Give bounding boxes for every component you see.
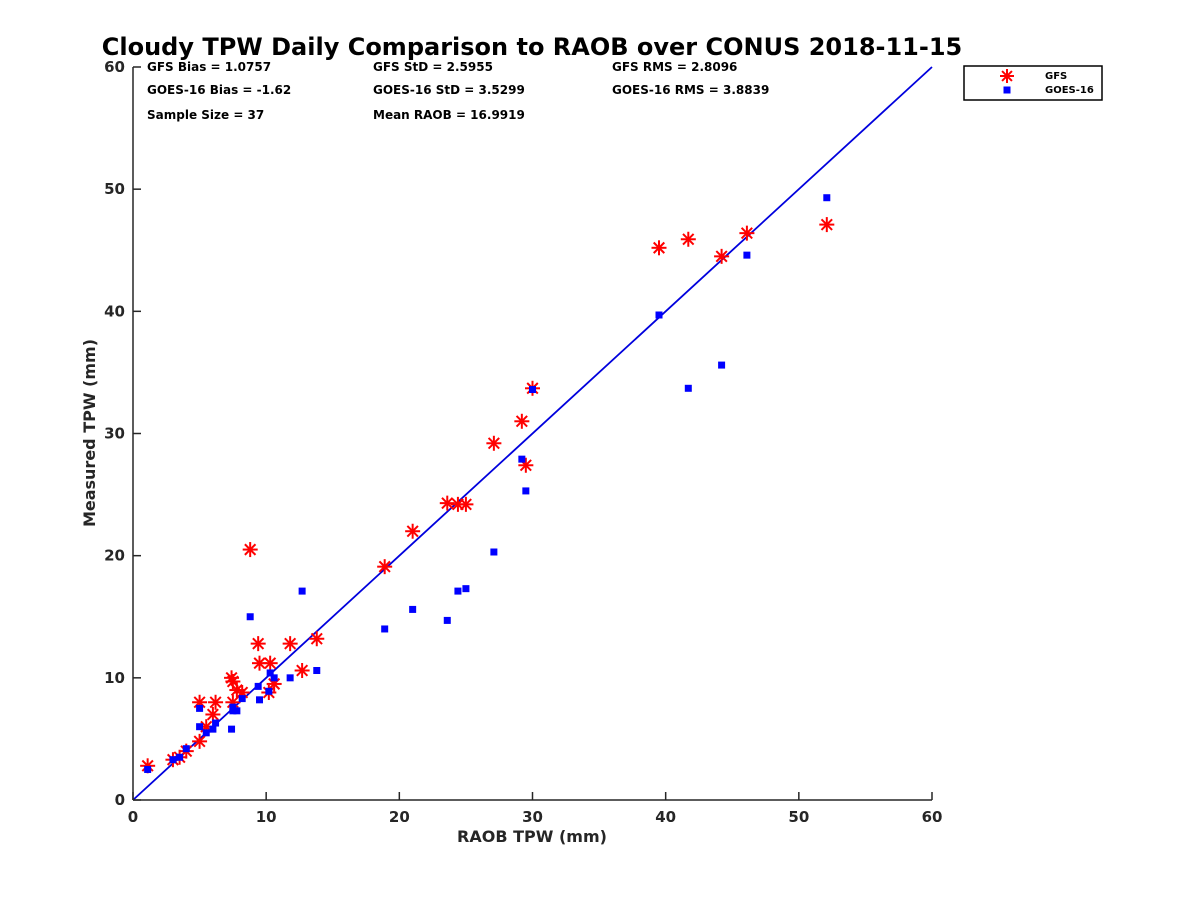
gfs-point <box>309 631 325 647</box>
gfs-point <box>192 733 208 749</box>
gfs-point <box>439 495 455 511</box>
legend-goes16-icon <box>1003 86 1011 94</box>
goes16-point <box>462 585 470 593</box>
gfs-point <box>294 663 310 679</box>
gfs-point <box>377 559 393 575</box>
stat-label: GOES-16 StD = 3.5299 <box>373 83 525 97</box>
stat-label: Sample Size = 37 <box>147 108 264 122</box>
goes16-point <box>228 725 236 733</box>
goes16-point <box>529 386 536 394</box>
goes16-point <box>286 674 294 682</box>
goes16-point <box>265 687 273 695</box>
goes16-point <box>238 695 246 703</box>
reference-line <box>132 66 933 801</box>
goes16-point <box>169 756 177 764</box>
stat-label: GFS Bias = 1.0757 <box>147 60 271 74</box>
gfs-point <box>651 240 667 256</box>
goes16-point <box>266 669 274 677</box>
axes: 0 10 20 30 40 50 60 0 10 20 30 40 50 60 <box>104 58 942 826</box>
goes16-point <box>522 487 530 495</box>
goes16-point <box>490 548 498 556</box>
gfs-point <box>680 231 696 247</box>
gfs-point <box>514 413 530 429</box>
x-tick-label: 50 <box>788 808 809 826</box>
y-tick-label: 40 <box>104 302 125 320</box>
goes16-point <box>182 745 190 753</box>
goes16-series <box>144 194 831 773</box>
goes16-point <box>229 707 237 715</box>
goes16-point <box>743 251 751 259</box>
x-tick-label: 40 <box>655 808 676 826</box>
gfs-point <box>458 496 474 512</box>
goes16-point <box>381 625 389 633</box>
y-tick-label: 50 <box>104 180 125 198</box>
y-axis-label: Measured TPW (mm) <box>80 339 99 527</box>
gfs-point <box>262 655 278 671</box>
goes16-point <box>270 674 278 682</box>
x-axis-label: RAOB TPW (mm) <box>457 827 607 846</box>
goes16-point <box>176 753 184 761</box>
goes16-point <box>409 605 417 613</box>
gfs-point <box>714 248 730 264</box>
x-tick-label: 60 <box>922 808 943 826</box>
gfs-point <box>405 523 421 539</box>
goes16-point <box>196 723 204 731</box>
goes16-point <box>454 587 462 595</box>
legend-gfs-icon <box>1000 69 1014 83</box>
gfs-point <box>486 435 502 451</box>
goes16-point <box>718 361 726 369</box>
legend-gfs-label: GFS <box>1045 71 1067 82</box>
goes16-point <box>254 682 262 690</box>
goes16-point <box>256 696 264 704</box>
gfs-point <box>282 636 298 652</box>
goes16-point <box>518 455 526 463</box>
gfs-point <box>250 636 266 652</box>
y-tick-label: 30 <box>104 425 125 443</box>
y-tick-label: 0 <box>115 791 125 809</box>
stat-label: GOES-16 Bias = -1.62 <box>147 83 291 97</box>
goes16-point <box>229 703 237 711</box>
goes16-point <box>196 704 204 712</box>
legend-goes16-label: GOES-16 <box>1045 85 1094 96</box>
gfs-point <box>819 217 835 233</box>
gfs-point <box>739 225 755 241</box>
stat-label: Mean RAOB = 16.9919 <box>373 108 525 122</box>
goes16-point <box>202 729 210 737</box>
stat-label: GFS StD = 2.5955 <box>373 60 493 74</box>
goes16-point <box>233 707 241 715</box>
gfs-point <box>208 694 224 710</box>
goes16-point <box>298 587 306 595</box>
goes16-point <box>823 194 831 202</box>
reference-line-layer <box>132 66 933 801</box>
x-tick-label: 30 <box>522 808 543 826</box>
x-tick-label: 10 <box>256 808 277 826</box>
x-tick-label: 0 <box>128 808 138 826</box>
y-tick-label: 60 <box>104 58 125 76</box>
chart-title: Cloudy TPW Daily Comparison to RAOB over… <box>102 33 962 61</box>
stat-label: GFS RMS = 2.8096 <box>612 60 737 74</box>
goes16-point <box>313 667 321 675</box>
goes16-point <box>212 719 220 727</box>
y-tick-label: 10 <box>104 669 125 687</box>
goes16-point <box>655 311 663 319</box>
x-tick-label: 20 <box>389 808 410 826</box>
y-tick-label: 20 <box>104 547 125 565</box>
gfs-point <box>192 694 208 710</box>
gfs-point <box>242 542 258 558</box>
goes16-point <box>443 616 451 624</box>
stats-annotations: GFS Bias = 1.0757 GFS StD = 2.5955 GFS RMS… <box>147 60 769 122</box>
legend-box <box>963 65 1103 101</box>
goes16-point <box>246 613 254 621</box>
stat-label: GOES-16 RMS = 3.8839 <box>612 83 769 97</box>
goes16-point <box>144 765 152 773</box>
goes16-point <box>209 725 217 733</box>
legend: GFS GOES-16 <box>963 65 1103 101</box>
gfs-point <box>140 758 156 774</box>
gfs-point <box>205 706 221 722</box>
goes16-point <box>684 384 692 392</box>
